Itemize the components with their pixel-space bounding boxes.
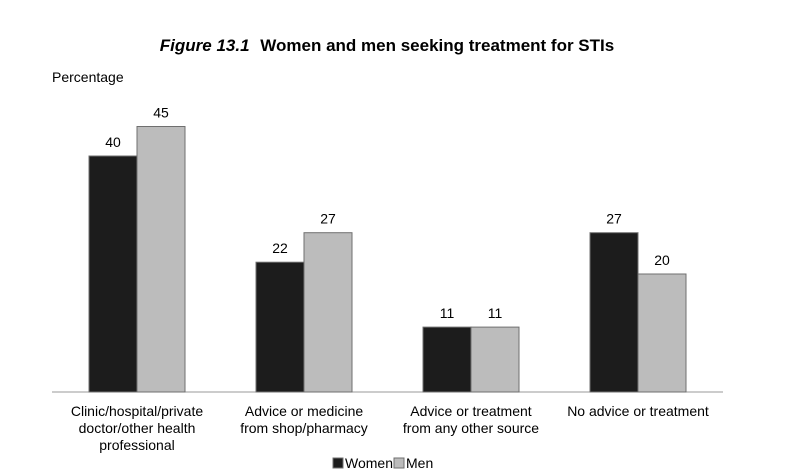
legend-label-women: Women	[345, 455, 393, 471]
bar-men-3	[470, 326, 520, 393]
category-label-2: Advice or medicine from shop/pharmacy	[240, 403, 368, 436]
bar-women-1	[88, 155, 138, 393]
category-labels: Clinic/hospital/private doctor/other heal…	[71, 403, 709, 453]
bar-men-2	[303, 232, 353, 393]
bar-men-1	[136, 126, 186, 393]
value-label-men-1: 45	[153, 105, 169, 121]
y-axis-label: Percentage	[52, 69, 124, 85]
bars	[88, 126, 687, 393]
bar-women-2	[255, 261, 305, 393]
value-label-men-4: 20	[654, 252, 670, 268]
chart-title: Figure 13.1 Women and men seeking treatm…	[160, 36, 614, 55]
value-label-men-2: 27	[320, 211, 336, 227]
bar-women-3	[422, 326, 472, 393]
category-label-3: Advice or treatment from any other source	[403, 403, 539, 436]
legend: Women Men	[332, 455, 433, 471]
legend-swatch-men	[393, 457, 405, 469]
chart-title-text: Women and men seeking treatment for STIs	[260, 36, 614, 55]
value-label-men-3: 11	[488, 305, 503, 321]
chart-title-figure-number: Figure 13.1	[160, 36, 250, 55]
bar-men-4	[637, 273, 687, 393]
value-label-women-1: 40	[105, 134, 121, 150]
value-label-women-3: 11	[440, 305, 455, 321]
value-label-women-4: 27	[606, 211, 622, 227]
bar-women-4	[589, 232, 639, 393]
legend-label-men: Men	[406, 455, 433, 471]
value-labels: 40 45 22 27 11 11 27 20	[105, 105, 670, 322]
legend-swatch-women	[332, 457, 344, 469]
category-label-4: No advice or treatment	[567, 403, 709, 419]
value-label-women-2: 22	[272, 240, 288, 256]
category-label-1: Clinic/hospital/private doctor/other heal…	[71, 403, 203, 453]
